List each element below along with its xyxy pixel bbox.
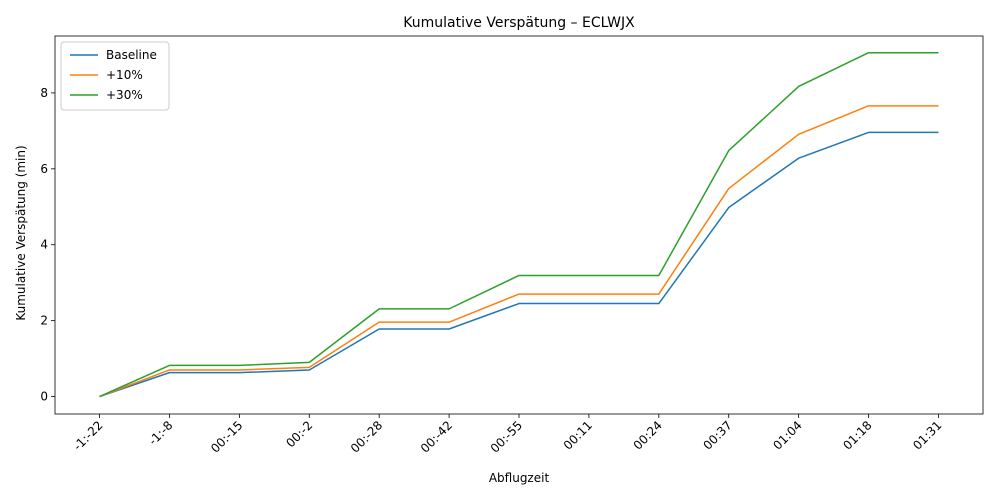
x-tick-label: 00:-28	[348, 418, 385, 455]
x-tick-label: 00:-42	[418, 418, 455, 455]
x-tick-label: 00:-55	[488, 418, 525, 455]
legend: Baseline +10% +30%	[60, 41, 170, 111]
y-tick-label: 4	[40, 238, 48, 252]
x-tick-label: 00:-2	[283, 418, 315, 450]
legend-label-2: +30%	[106, 88, 143, 102]
series-line-0	[99, 131, 939, 398]
plot-frame	[54, 35, 984, 415]
plot-area: -1:-22 -1:-8 00:-15 00:-2 00:-28 00:-42 00:-55…	[40, 35, 984, 456]
y-tick-label: 2	[40, 314, 48, 328]
y-axis-label: Kumulative Verspätung (min)	[14, 145, 28, 320]
x-tick-label: 01:18	[840, 418, 874, 452]
chart-title: Kumulative Verspätung – ECLWJX	[403, 15, 635, 31]
x-tick-label: 00:-15	[208, 418, 245, 455]
legend-label-0: Baseline	[106, 48, 157, 62]
x-tick-label: 00:11	[561, 418, 595, 452]
x-tick-label: -1:-22	[71, 418, 106, 453]
y-tick-label: 6	[40, 162, 48, 176]
x-tick-label: 01:04	[770, 418, 804, 452]
x-tick-label: 00:37	[700, 418, 734, 452]
legend-box	[60, 41, 170, 111]
x-tick-label: 01:31	[910, 418, 944, 452]
y-tick-label: 0	[40, 390, 48, 404]
x-tick-label: -1:-8	[146, 418, 176, 448]
x-tick-label: 00:24	[631, 418, 665, 452]
series-line-2	[99, 51, 939, 398]
legend-label-1: +10%	[106, 68, 143, 82]
series-line-1	[99, 105, 939, 398]
y-tick-label: 8	[40, 86, 48, 100]
x-axis-label: Abflugzeit	[489, 471, 550, 485]
